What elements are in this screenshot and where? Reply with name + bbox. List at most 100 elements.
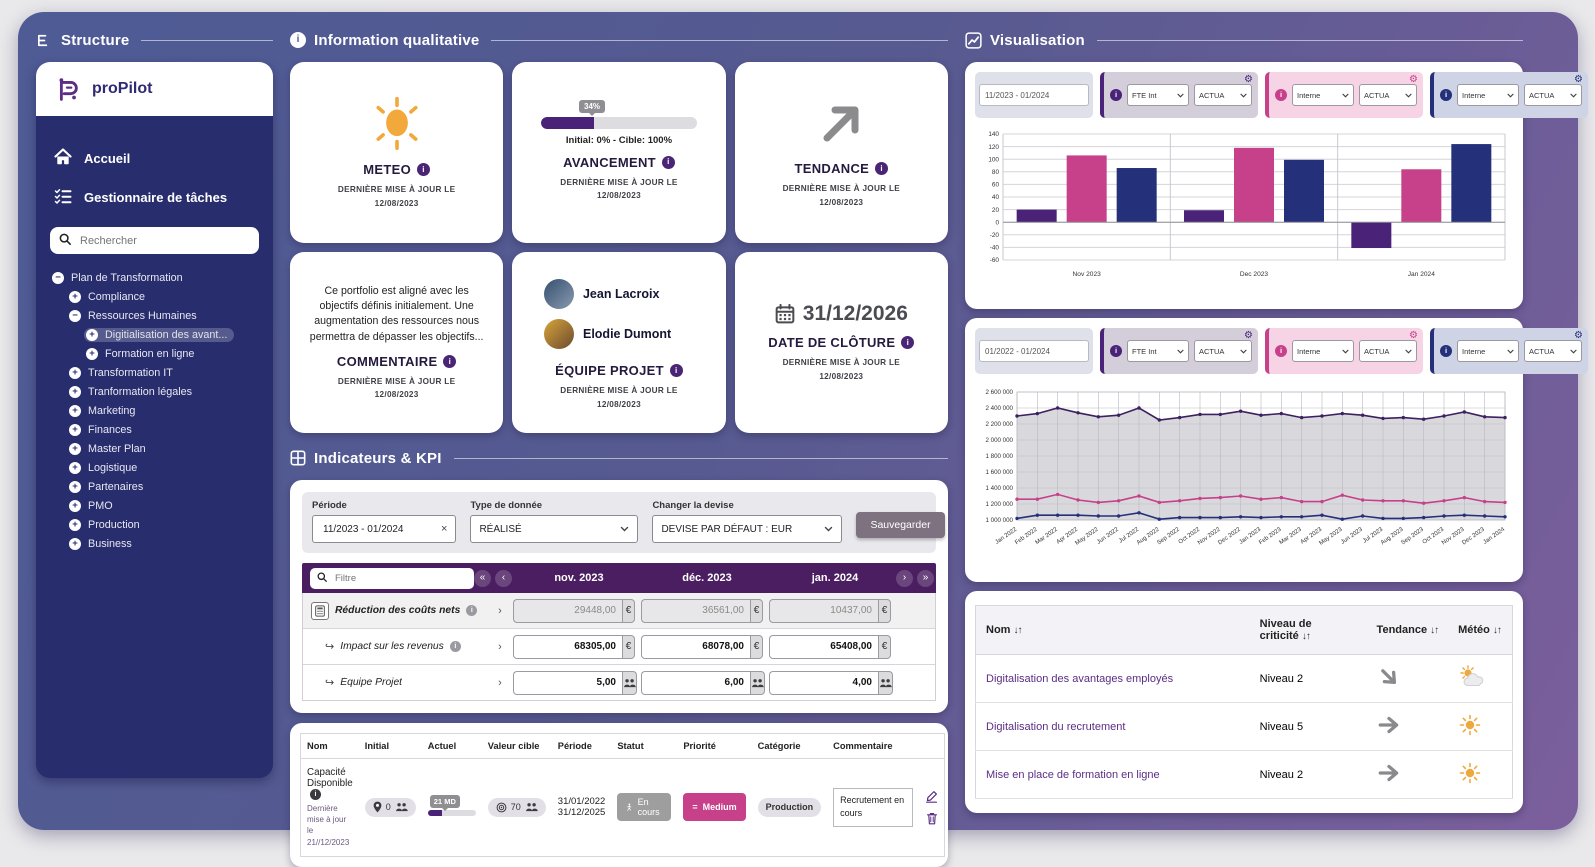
- expand-icon[interactable]: +: [69, 442, 81, 455]
- sidebar-tree-item[interactable]: + Transformation IT: [46, 363, 265, 382]
- expand-icon[interactable]: +: [69, 461, 81, 474]
- kpi-value-input[interactable]: [641, 670, 750, 695]
- series-mode-select[interactable]: ACTUA: [1524, 84, 1582, 106]
- series-mode-select[interactable]: ACTUA: [1194, 340, 1252, 362]
- info-icon[interactable]: i: [449, 641, 461, 652]
- info-icon[interactable]: i: [1275, 89, 1287, 101]
- crit-name-link[interactable]: Mise en place de formation en ligne: [986, 768, 1160, 781]
- criticality-row[interactable]: Mise en place de formation en ligne Nivea…: [975, 750, 1513, 799]
- sidebar-search[interactable]: [50, 227, 259, 254]
- gear-icon[interactable]: ⚙: [1574, 330, 1583, 341]
- gear-icon[interactable]: ⚙: [1574, 74, 1583, 85]
- criticality-row[interactable]: Digitalisation des avantages employés Niv…: [975, 654, 1513, 703]
- col-tendance[interactable]: Tendance ↓↑: [1366, 605, 1449, 655]
- info-icon[interactable]: i: [875, 162, 889, 176]
- gear-icon[interactable]: ⚙: [1409, 330, 1418, 341]
- sidebar-tree-item[interactable]: − Plan de Transformation: [46, 268, 265, 287]
- prev-page-button[interactable]: ‹: [495, 569, 512, 587]
- series-select[interactable]: Interne: [1457, 340, 1519, 362]
- info-icon[interactable]: i: [669, 364, 683, 378]
- collapse-icon[interactable]: −: [52, 271, 64, 284]
- col-meteo[interactable]: Météo ↓↑: [1448, 605, 1513, 655]
- series-mode-select[interactable]: ACTUA: [1359, 84, 1417, 106]
- expand-icon[interactable]: +: [69, 290, 81, 303]
- info-icon[interactable]: i: [466, 605, 478, 616]
- kpi-value-input[interactable]: [513, 670, 622, 695]
- expand-icon[interactable]: +: [86, 347, 98, 360]
- sidebar-tree-item[interactable]: + Business: [46, 534, 265, 553]
- series-select[interactable]: FTE Int: [1127, 340, 1189, 362]
- sidebar-tree-item[interactable]: + Logistique: [46, 458, 265, 477]
- info-icon[interactable]: i: [310, 789, 321, 800]
- expand-icon[interactable]: +: [86, 328, 98, 341]
- series-mode-select[interactable]: ACTUA: [1194, 84, 1252, 106]
- info-icon[interactable]: i: [1275, 345, 1287, 357]
- type-donnee-select[interactable]: RÉALISÉ: [470, 515, 639, 543]
- comment-cell[interactable]: Recrutement en cours: [833, 787, 914, 827]
- date-range-input[interactable]: [979, 340, 1089, 362]
- expand-icon[interactable]: +: [69, 480, 81, 493]
- series-mode-select[interactable]: ACTUA: [1359, 340, 1417, 362]
- col-nom[interactable]: Nom ↓↑: [975, 605, 1250, 655]
- gear-icon[interactable]: ⚙: [1244, 74, 1253, 85]
- sidebar-item-gestionnaire-taches[interactable]: Gestionnaire de tâches: [36, 178, 273, 217]
- kpi-filter-input[interactable]: [333, 571, 467, 585]
- gear-icon[interactable]: ⚙: [1244, 330, 1253, 341]
- sidebar-tree-item[interactable]: + Partenaires: [46, 477, 265, 496]
- series-select[interactable]: FTE Int: [1127, 84, 1189, 106]
- last-page-button[interactable]: »: [917, 569, 934, 587]
- kpi-value-input[interactable]: [769, 670, 878, 695]
- criticality-row[interactable]: Digitalisation du recrutement Niveau 5: [975, 702, 1513, 751]
- expand-row-chevron[interactable]: ›: [498, 604, 502, 617]
- kpi-value-input[interactable]: [513, 634, 622, 659]
- info-icon[interactable]: i: [1440, 345, 1452, 357]
- expand-icon[interactable]: +: [69, 537, 81, 550]
- expand-icon[interactable]: +: [69, 404, 81, 417]
- sidebar-tree-item[interactable]: + Finances: [46, 420, 265, 439]
- crit-name-link[interactable]: Digitalisation du recrutement: [986, 720, 1126, 733]
- info-icon[interactable]: i: [417, 163, 431, 177]
- expand-icon[interactable]: +: [69, 385, 81, 398]
- info-icon[interactable]: i: [1440, 89, 1452, 101]
- col-niveau-criticite[interactable]: Niveau de criticité ↓↑: [1249, 605, 1367, 655]
- periode-input[interactable]: [321, 522, 433, 536]
- sidebar-item-accueil[interactable]: Accueil: [36, 138, 273, 178]
- series-mode-select[interactable]: ACTUA: [1524, 340, 1582, 362]
- series-select[interactable]: Interne: [1457, 84, 1519, 106]
- expand-row-chevron[interactable]: ›: [498, 640, 502, 653]
- sidebar-tree-item[interactable]: + Production: [46, 515, 265, 534]
- kpi-value-input[interactable]: [769, 634, 878, 659]
- sidebar-tree-item[interactable]: + Formation en ligne: [46, 344, 265, 363]
- info-icon[interactable]: i: [443, 355, 457, 369]
- gear-icon[interactable]: ⚙: [1409, 74, 1418, 85]
- sidebar-tree-item[interactable]: + PMO: [46, 496, 265, 515]
- first-page-button[interactable]: «: [474, 569, 491, 587]
- expand-icon[interactable]: +: [69, 499, 81, 512]
- collapse-icon[interactable]: −: [69, 309, 81, 322]
- info-icon[interactable]: i: [1110, 89, 1122, 101]
- kpi-filter-search[interactable]: [310, 567, 474, 589]
- kpi-value-input[interactable]: [641, 634, 750, 659]
- sidebar-tree-item[interactable]: + Compliance: [46, 287, 265, 306]
- date-range-input[interactable]: [979, 84, 1089, 106]
- devise-select[interactable]: DEVISE PAR DÉFAUT : EUR: [652, 515, 843, 543]
- info-icon[interactable]: i: [901, 336, 915, 350]
- app-logo[interactable]: proPilot: [36, 62, 273, 120]
- series-select[interactable]: Interne: [1292, 340, 1354, 362]
- info-icon[interactable]: i: [1110, 345, 1122, 357]
- edit-icon[interactable]: [925, 790, 938, 803]
- sidebar-tree-item[interactable]: + Marketing: [46, 401, 265, 420]
- expand-icon[interactable]: +: [69, 423, 81, 436]
- sidebar-tree-item[interactable]: + Digitialisation des avant...: [46, 325, 265, 344]
- sidebar-tree-item[interactable]: + Tranformation légales: [46, 382, 265, 401]
- series-select[interactable]: Interne: [1292, 84, 1354, 106]
- info-icon[interactable]: i: [661, 155, 675, 169]
- sidebar-tree-item[interactable]: − Ressources Humaines: [46, 306, 265, 325]
- trash-icon[interactable]: [926, 812, 938, 825]
- clear-icon[interactable]: ×: [441, 523, 448, 535]
- search-input[interactable]: [78, 233, 250, 248]
- crit-name-link[interactable]: Digitalisation des avantages employés: [986, 672, 1174, 685]
- save-button[interactable]: Sauvegarder: [856, 512, 945, 538]
- expand-icon[interactable]: +: [69, 518, 81, 531]
- expand-row-chevron[interactable]: ›: [498, 676, 502, 689]
